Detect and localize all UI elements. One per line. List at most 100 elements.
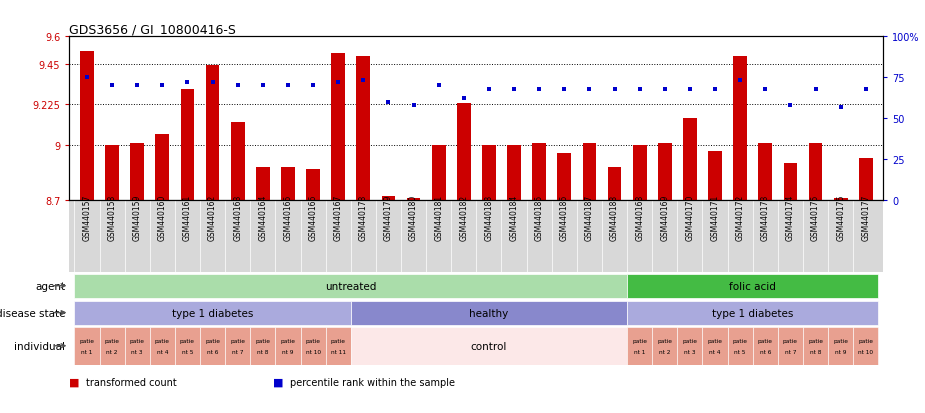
Bar xyxy=(381,197,395,200)
Text: nt 3: nt 3 xyxy=(684,349,696,354)
Bar xyxy=(356,57,370,200)
Bar xyxy=(482,146,496,200)
Bar xyxy=(853,327,879,365)
Point xyxy=(255,83,270,89)
Bar xyxy=(558,153,572,200)
Text: patie: patie xyxy=(305,338,321,343)
Text: nt 6: nt 6 xyxy=(759,349,771,354)
Bar xyxy=(74,327,100,365)
Text: nt 4: nt 4 xyxy=(709,349,721,354)
Text: nt 3: nt 3 xyxy=(131,349,143,354)
Point xyxy=(858,86,873,93)
Bar xyxy=(432,146,446,200)
Bar xyxy=(457,104,471,200)
Text: patie: patie xyxy=(230,338,245,343)
Text: GDS3656 / GI_10800416-S: GDS3656 / GI_10800416-S xyxy=(69,23,236,36)
Point xyxy=(783,102,798,109)
Bar xyxy=(175,327,200,365)
Bar xyxy=(231,122,244,200)
Bar xyxy=(180,90,194,200)
Bar xyxy=(709,151,722,200)
Text: patie: patie xyxy=(80,338,94,343)
Text: nt 1: nt 1 xyxy=(81,349,92,354)
Text: folic acid: folic acid xyxy=(729,281,776,291)
Point xyxy=(180,80,195,86)
Bar xyxy=(407,199,421,200)
Bar xyxy=(281,168,295,200)
Text: patie: patie xyxy=(683,338,697,343)
Bar xyxy=(507,146,521,200)
Bar xyxy=(859,159,872,200)
Point xyxy=(607,86,622,93)
Text: patie: patie xyxy=(255,338,270,343)
Text: patie: patie xyxy=(858,338,873,343)
Bar xyxy=(351,301,627,325)
Text: nt 1: nt 1 xyxy=(634,349,646,354)
Point xyxy=(733,78,747,85)
Bar xyxy=(532,144,546,200)
Point xyxy=(808,86,823,93)
Bar xyxy=(683,119,697,200)
Text: percentile rank within the sample: percentile rank within the sample xyxy=(290,377,454,387)
Point xyxy=(280,83,295,89)
Bar xyxy=(583,144,597,200)
Bar xyxy=(276,327,301,365)
Text: control: control xyxy=(471,341,507,351)
Text: ■: ■ xyxy=(69,377,80,387)
Bar xyxy=(677,327,702,365)
Bar xyxy=(200,327,225,365)
Point xyxy=(305,83,320,89)
Bar xyxy=(225,327,251,365)
Point xyxy=(658,86,672,93)
Point xyxy=(482,86,497,93)
Text: agent: agent xyxy=(35,281,66,291)
Text: patie: patie xyxy=(808,338,823,343)
Text: patie: patie xyxy=(658,338,672,343)
Bar xyxy=(100,327,125,365)
Text: nt 10: nt 10 xyxy=(858,349,873,354)
Point xyxy=(105,83,119,89)
Point xyxy=(582,86,597,93)
Point xyxy=(230,83,245,89)
Bar xyxy=(351,327,627,365)
Text: patie: patie xyxy=(632,338,648,343)
Text: nt 5: nt 5 xyxy=(181,349,193,354)
Bar xyxy=(301,327,326,365)
Bar xyxy=(758,144,772,200)
Text: transformed count: transformed count xyxy=(86,377,177,387)
Bar xyxy=(753,327,778,365)
Text: patie: patie xyxy=(130,338,144,343)
Point xyxy=(507,86,522,93)
Text: patie: patie xyxy=(280,338,295,343)
Point xyxy=(331,80,346,86)
Point xyxy=(356,78,371,85)
Bar xyxy=(627,327,652,365)
Text: nt 7: nt 7 xyxy=(232,349,243,354)
Point xyxy=(683,86,697,93)
Text: patie: patie xyxy=(733,338,747,343)
Bar xyxy=(734,57,747,200)
Point xyxy=(532,86,547,93)
Text: nt 7: nt 7 xyxy=(784,349,796,354)
Bar xyxy=(306,169,320,200)
Bar xyxy=(652,327,677,365)
Text: ■: ■ xyxy=(273,377,283,387)
Point xyxy=(154,83,169,89)
Text: nt 6: nt 6 xyxy=(207,349,218,354)
Point xyxy=(456,96,471,102)
Bar xyxy=(608,168,622,200)
Bar xyxy=(808,144,822,200)
Text: patie: patie xyxy=(833,338,848,343)
Bar xyxy=(326,327,351,365)
Text: nt 8: nt 8 xyxy=(809,349,821,354)
Bar xyxy=(833,199,847,200)
Bar xyxy=(74,301,351,325)
Text: patie: patie xyxy=(708,338,722,343)
Text: patie: patie xyxy=(783,338,798,343)
Point xyxy=(80,75,94,81)
Bar xyxy=(74,275,627,298)
Bar xyxy=(155,135,169,200)
Bar xyxy=(80,52,93,200)
Bar xyxy=(125,327,150,365)
Text: healthy: healthy xyxy=(469,308,509,318)
